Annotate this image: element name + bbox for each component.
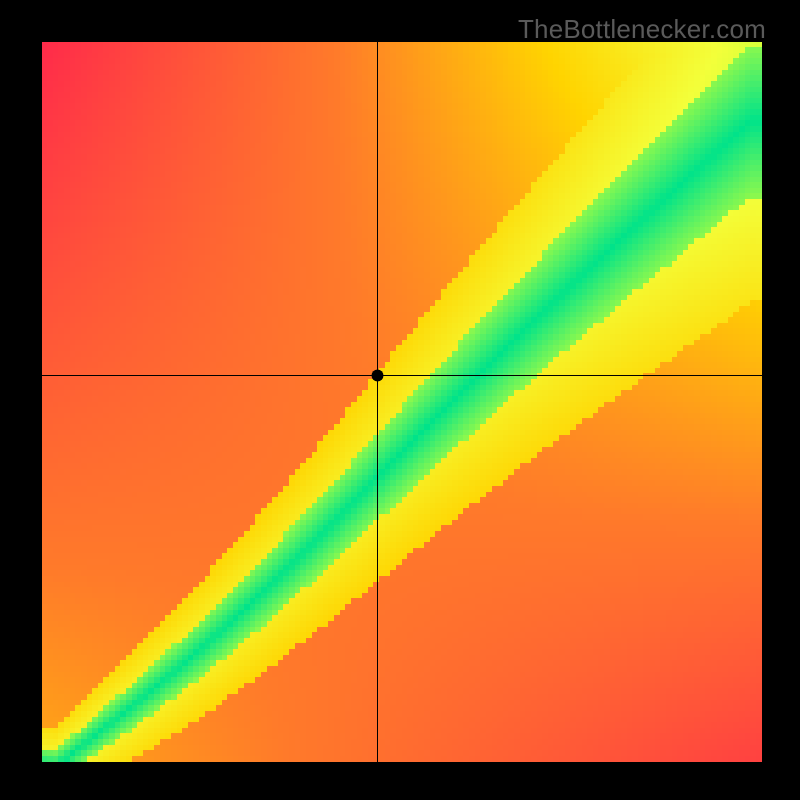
- watermark-label: TheBottlenecker.com: [518, 14, 766, 45]
- heatmap-plot: [42, 42, 762, 762]
- chart-container: TheBottlenecker.com: [0, 0, 800, 800]
- heatmap-canvas: [42, 42, 762, 762]
